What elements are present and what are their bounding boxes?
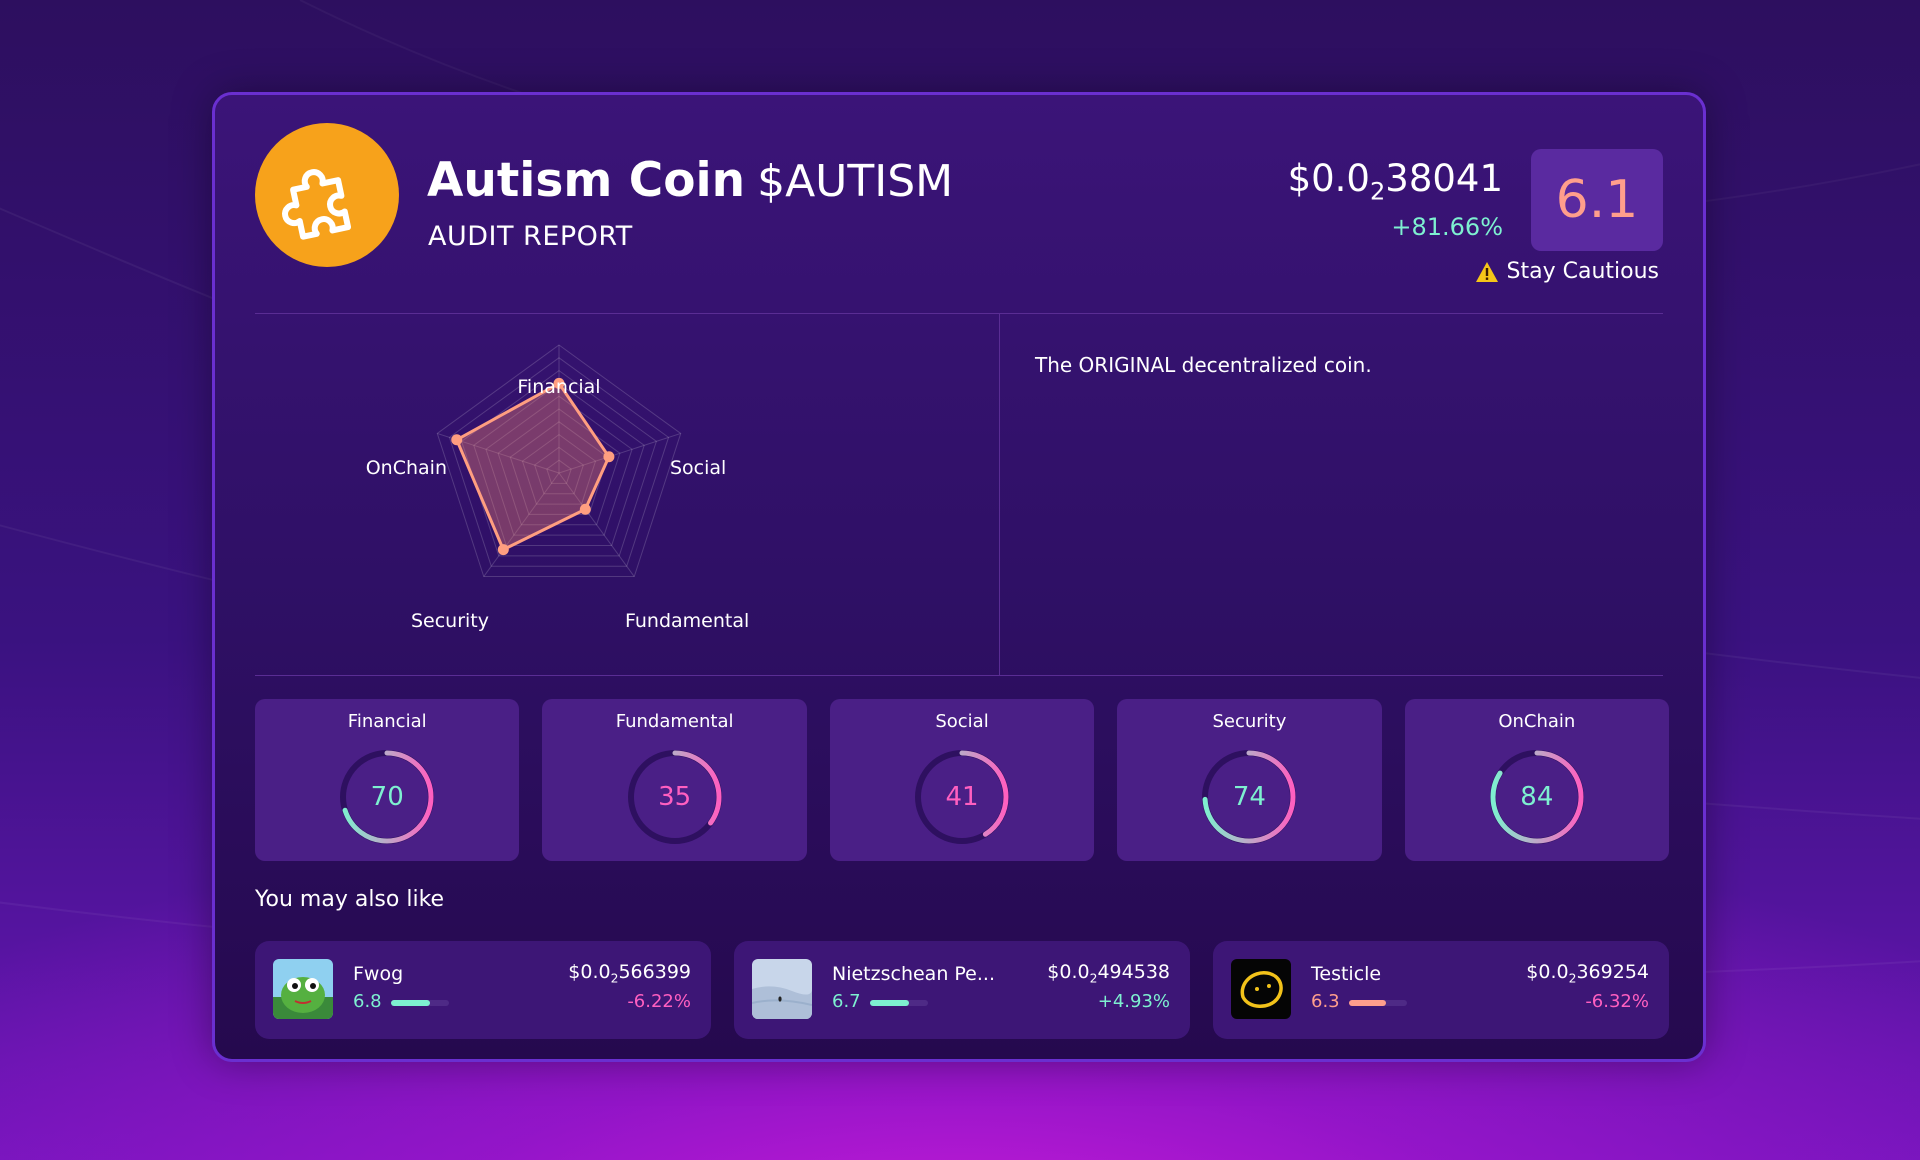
metric-value: 74 [1232,782,1266,812]
related-token-price: $0.02369254 [1526,961,1649,986]
gauge-progress-arc [628,750,722,844]
metric-label: Social [935,711,989,732]
related-token-change: -6.22% [627,991,691,1012]
metric-label: Fundamental [615,711,734,732]
metric-gauge [915,750,1010,844]
score-bar [870,1000,928,1006]
radar-axis-label: Social [670,457,726,479]
related-token-score: 6.3 [1311,991,1340,1012]
metric-value: 41 [945,782,979,812]
report-subtitle: AUDIT REPORT [428,221,633,252]
metric-value: 70 [370,782,404,812]
related-token-price: $0.02494538 [1047,961,1170,986]
score-bar-fill [870,1000,909,1006]
metric-value: 84 [1520,782,1554,812]
divider [255,675,1663,676]
metric-cards: Financial 70 Fundamental 35 Social 41 Se… [255,699,1670,861]
audit-report-card: Autism Coin $AUTISM AUDIT REPORT $0.02380… [212,92,1706,1062]
radar-axis-line [558,472,635,577]
status-label: Stay Cautious [1475,259,1659,284]
radar-grid-ring [436,344,682,578]
radar-grid-ring [509,421,609,515]
score-bar [391,1000,449,1006]
radar-chart: Financial Social Fundamental Security OnChai… [366,344,749,632]
score-bar [1349,1000,1407,1006]
related-token-score: 6.8 [353,991,382,1012]
score-bar-fill [391,1000,431,1006]
radar-grid-ring [448,357,670,567]
related-token-price: $0.02566399 [568,961,691,986]
radar-data-point [553,377,565,389]
metric-card-security: Security 74 [1117,699,1382,861]
penguin-snow-icon [752,959,812,1019]
related-token-card[interactable]: Fwog 6.8 $0.02566399 -6.22% [255,941,711,1039]
puzzle-piece-icon [282,169,352,240]
yellow-blob-icon [1231,959,1291,1019]
price-change: +81.66% [1391,213,1503,241]
metric-card-onchain: OnChain 84 [1404,699,1670,861]
radar-grid-ring [521,433,597,505]
overall-score-badge: 6.1 [1531,149,1663,251]
radar-grid-ring [534,446,584,495]
token-name: Autism Coin $AUTISM [427,153,954,208]
radar-grid-ring [485,395,633,536]
radar-data-point [603,451,615,463]
radar-axis-label: OnChain [366,457,447,479]
metric-gauge [340,750,435,844]
radar-data-point [497,544,509,556]
token-price: $0.0238041 [1287,157,1503,206]
score-bar-fill [1349,1000,1386,1006]
divider [999,313,1000,675]
related-token-change: -6.32% [1585,991,1649,1012]
related-token-card[interactable]: Nietzschean Pe... 6.7 $0.02494538 +4.93% [734,941,1190,1039]
radar-axis-line [483,472,560,577]
related-token-name: Testicle [1311,963,1382,985]
metric-gauge [1489,750,1584,844]
metric-card-fundamental: Fundamental 35 [542,699,807,861]
overall-score: 6.1 [1555,170,1639,230]
radar-data-point [451,434,463,446]
metric-label: OnChain [1498,711,1576,732]
related-token-change: +4.93% [1097,991,1170,1012]
related-token-score: 6.7 [832,991,861,1012]
gauge-progress-arc [1490,750,1584,844]
metric-gauge [627,750,722,844]
radar-grid-ring [546,459,572,484]
frog-icon [273,959,333,1019]
token-ticker: $AUTISM [757,156,954,207]
warning-icon [1475,261,1498,282]
radar-axis-label: Security [411,610,489,632]
section-title: You may also like [255,887,445,912]
gauge-progress-arc [915,750,1009,844]
related-token-name: Fwog [353,963,404,985]
gauge-progress-arc [1202,750,1296,844]
metric-card-financial: Financial 70 [255,699,520,861]
metric-label: Security [1212,711,1287,732]
gauge-progress-arc [340,750,434,844]
metric-value: 35 [658,782,692,812]
radar-data-point [579,503,591,515]
metric-card-social: Social 41 [829,699,1095,861]
radar-grid-ring [473,382,645,546]
metric-label: Financial [347,711,427,732]
radar-axis-label: Fundamental [625,610,749,632]
radar-series-area [455,381,611,552]
token-description: The ORIGINAL decentralized coin. [1035,353,1372,377]
token-logo [255,123,399,267]
divider [255,313,1663,314]
radar-axis-line [558,432,681,474]
related-tokens: Fwog 6.8 $0.02566399 -6.22% Nietzschean … [255,941,1669,1039]
radar-axis-label: Financial [517,376,600,398]
related-token-card[interactable]: Testicle 6.3 $0.02369254 -6.32% [1213,941,1669,1039]
metric-gauge [1202,750,1297,844]
related-token-name: Nietzschean Pe... [832,963,995,985]
radar-grid-ring [497,408,621,526]
